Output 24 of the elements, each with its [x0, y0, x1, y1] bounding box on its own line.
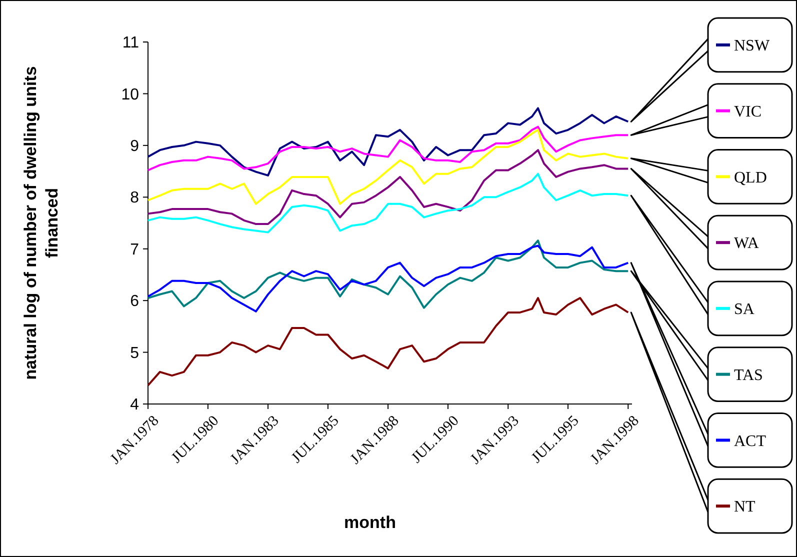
- line-series: [147, 149, 630, 226]
- legend-label: TAS: [734, 366, 763, 384]
- line-series: [147, 172, 630, 234]
- legend-label: SA: [734, 301, 755, 318]
- legend-label: QLD: [734, 169, 767, 186]
- y-tick-label: 7: [130, 241, 140, 258]
- line-series: [147, 107, 630, 176]
- y-axis-title: natural log of number of dwelling units financed: [21, 66, 62, 380]
- legend-label: VIC: [734, 103, 762, 120]
- y-tick-label: 5: [130, 344, 140, 362]
- line-series: [147, 126, 630, 172]
- y-tick-label: 9: [130, 138, 140, 156]
- legend-label: WA: [734, 235, 760, 252]
- legend-label: NSW: [734, 38, 770, 55]
- line-series: [147, 128, 630, 205]
- y-tick-label: 6: [130, 293, 140, 310]
- line-series: [147, 296, 630, 386]
- y-tick-label: 8: [130, 190, 140, 207]
- x-axis-title: month: [344, 513, 396, 532]
- y-tick-label: 11: [122, 34, 140, 52]
- legend-label: NT: [734, 498, 756, 516]
- y-tick-label: 10: [121, 86, 140, 104]
- y-tick-label: 4: [130, 396, 140, 414]
- legend-label: ACT: [734, 432, 766, 450]
